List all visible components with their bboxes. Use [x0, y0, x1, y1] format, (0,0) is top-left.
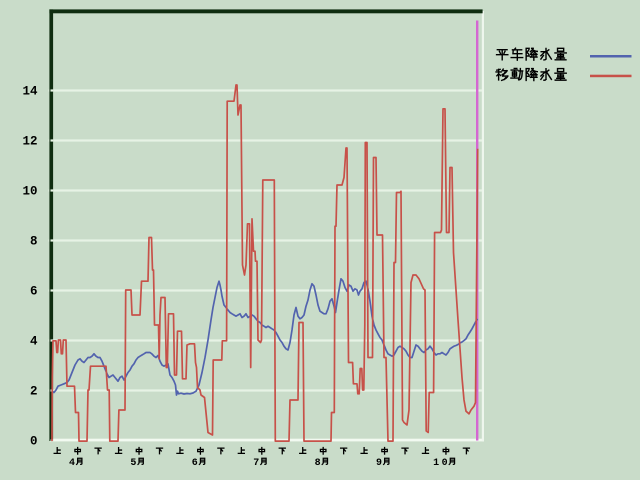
svg-text:14: 14	[22, 84, 38, 98]
svg-text:5: 5	[130, 458, 136, 469]
svg-text:8: 8	[30, 234, 38, 248]
svg-text:10: 10	[22, 184, 37, 198]
svg-text:2: 2	[30, 384, 38, 398]
svg-text:4: 4	[69, 458, 75, 469]
svg-text:0: 0	[30, 434, 38, 448]
svg-text:6: 6	[192, 458, 198, 469]
svg-text:6: 6	[30, 284, 38, 298]
svg-text:4: 4	[30, 334, 38, 348]
svg-text:12: 12	[22, 134, 37, 148]
svg-text:7: 7	[253, 458, 259, 469]
svg-text:9: 9	[376, 458, 382, 469]
svg-text:8: 8	[315, 458, 321, 469]
